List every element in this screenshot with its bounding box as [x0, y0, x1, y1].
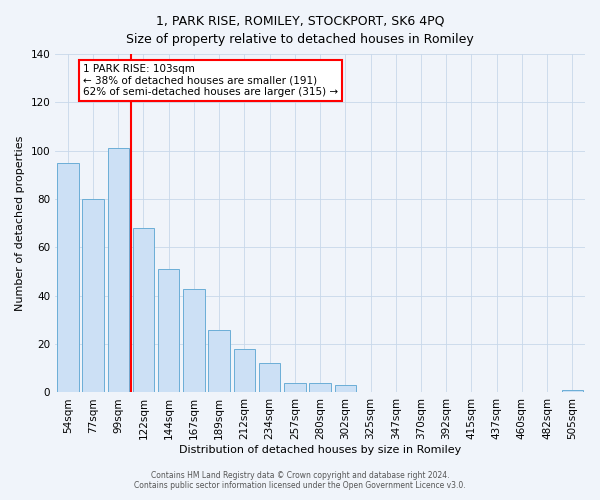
Y-axis label: Number of detached properties: Number of detached properties: [15, 136, 25, 311]
Bar: [335, 385, 356, 392]
Bar: [233, 349, 255, 393]
Bar: [208, 330, 230, 392]
Bar: [133, 228, 154, 392]
Bar: [284, 383, 305, 392]
Bar: [57, 163, 79, 392]
Text: Contains HM Land Registry data © Crown copyright and database right 2024.
Contai: Contains HM Land Registry data © Crown c…: [134, 470, 466, 490]
Bar: [259, 364, 280, 392]
Bar: [82, 199, 104, 392]
Bar: [158, 269, 179, 392]
X-axis label: Distribution of detached houses by size in Romiley: Distribution of detached houses by size …: [179, 445, 461, 455]
Bar: [183, 288, 205, 393]
Bar: [310, 383, 331, 392]
Bar: [107, 148, 129, 392]
Text: 1 PARK RISE: 103sqm
← 38% of detached houses are smaller (191)
62% of semi-detac: 1 PARK RISE: 103sqm ← 38% of detached ho…: [83, 64, 338, 97]
Text: 1, PARK RISE, ROMILEY, STOCKPORT, SK6 4PQ: 1, PARK RISE, ROMILEY, STOCKPORT, SK6 4P…: [156, 15, 444, 28]
Text: Size of property relative to detached houses in Romiley: Size of property relative to detached ho…: [126, 32, 474, 46]
Bar: [562, 390, 583, 392]
